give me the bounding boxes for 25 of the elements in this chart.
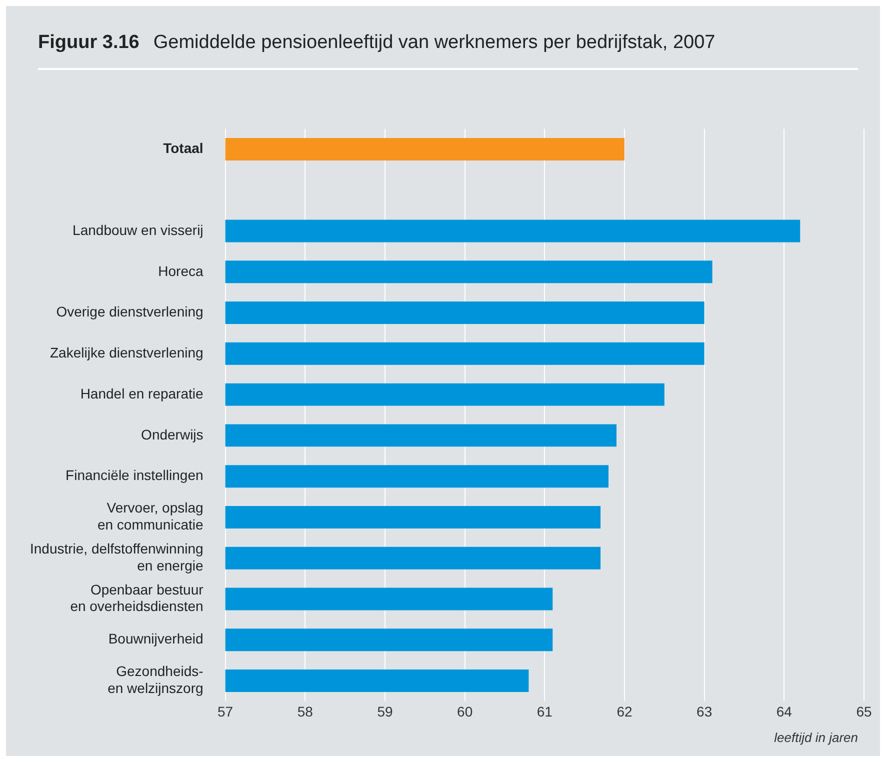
x-tick-label: 62 (616, 703, 632, 720)
y-tick-label: Gezondheids- en welzijnszorg (108, 663, 204, 696)
y-tick-label: Openbaar bestuur en overheidsdiensten (70, 581, 204, 614)
y-tick-label: Industrie, delfstoffenwinning en energie (30, 540, 204, 574)
x-tick-label: 61 (536, 703, 553, 720)
y-tick-label: Bouwnijverheid (108, 630, 204, 647)
y-tick-label: Horeca (158, 262, 204, 279)
x-tick-label: 60 (457, 703, 473, 720)
x-tick-label: 57 (218, 703, 234, 720)
y-tick-label: Financiële instellingen (66, 467, 204, 484)
x-tick-label: 65 (856, 703, 872, 720)
y-tick-label: Onderwijs (141, 426, 204, 442)
x-tick-label: 63 (696, 703, 712, 720)
y-tick-label: Vervoer, opslag en communicatie (97, 500, 204, 532)
x-tick-label: 64 (776, 703, 792, 720)
chart-title: Figuur 3.16 (38, 32, 140, 53)
x-tick-label: 59 (377, 703, 393, 720)
y-tick-label: Landbouw en visserij (72, 222, 204, 238)
x-tick-label: 58 (297, 703, 314, 720)
chart-subtitle: Gemiddelde pensioenleeftijd van werknemers per bedrijfstak, 2007 (153, 32, 716, 53)
y-tick-label: Handel en reparatie (80, 385, 204, 402)
y-tick-label: Zakelijke dienstverlening (50, 344, 204, 361)
x-axis-title: leeftijd in jaren (774, 730, 858, 745)
y-tick-label: Totaal (163, 140, 204, 156)
y-tick-label: Overige dienstverlening (56, 304, 204, 320)
